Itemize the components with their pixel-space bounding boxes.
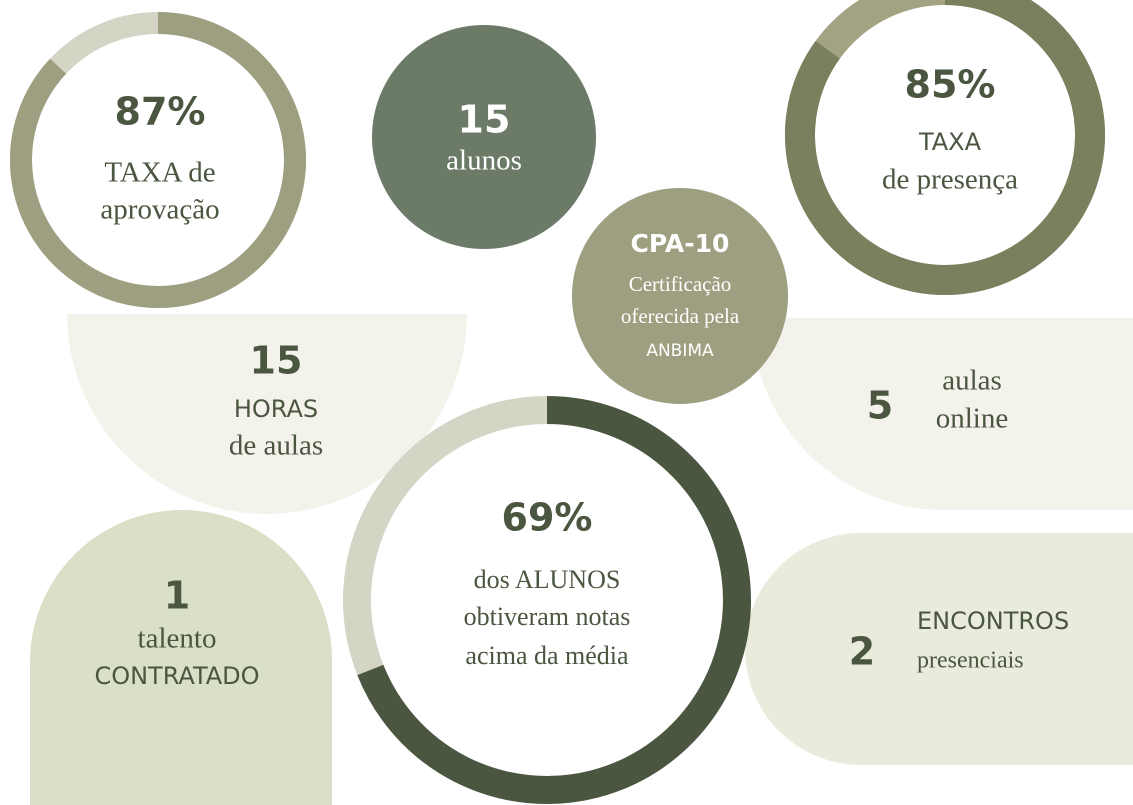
above-average-label: acima da média [465, 641, 629, 670]
online-number: 5 [867, 384, 893, 428]
approval-value: 87% [115, 90, 206, 134]
hired-number: 1 [164, 574, 190, 618]
attendance-label: TAXA [918, 128, 982, 156]
ring-arc [357, 396, 751, 804]
certification-label: Certificação [629, 272, 732, 296]
rings [10, 0, 1105, 804]
meetings-number: 2 [849, 630, 875, 674]
above-average-value: 69% [502, 496, 593, 540]
approval-label: TAXA de [104, 157, 215, 189]
online-shape [752, 318, 1133, 511]
hired-label: CONTRATADO [94, 662, 259, 690]
certification-label: oferecida pela [621, 304, 740, 328]
certification-label: ANBIMA [646, 341, 714, 361]
hours-number: 15 [250, 339, 303, 383]
meetings-label: presenciais [917, 648, 1024, 674]
students-circle [372, 25, 596, 249]
hours-label: HORAS [234, 395, 318, 423]
online-label: online [936, 403, 1009, 435]
hours-shape [67, 314, 467, 514]
certification-title: CPA-10 [631, 229, 730, 258]
attendance-label: de presença [882, 164, 1018, 196]
above-average-label: dos ALUNOS [474, 565, 621, 594]
meetings-shape [745, 533, 1133, 765]
attendance-value: 85% [905, 63, 996, 107]
certification-circle [572, 188, 788, 404]
students-number: 15 [458, 98, 511, 142]
above-average-label: obtiveram notas [464, 602, 631, 631]
hired-label: talento [138, 623, 217, 655]
hours-label: de aulas [229, 430, 323, 462]
hired-shape [30, 510, 332, 805]
approval-label: aprovação [100, 194, 219, 226]
online-label: aulas [942, 365, 1002, 397]
meetings-label: ENCONTROS [917, 607, 1069, 635]
students-label: alunos [446, 145, 522, 177]
ring-arc [785, 0, 1105, 295]
ring-arc [10, 12, 306, 308]
